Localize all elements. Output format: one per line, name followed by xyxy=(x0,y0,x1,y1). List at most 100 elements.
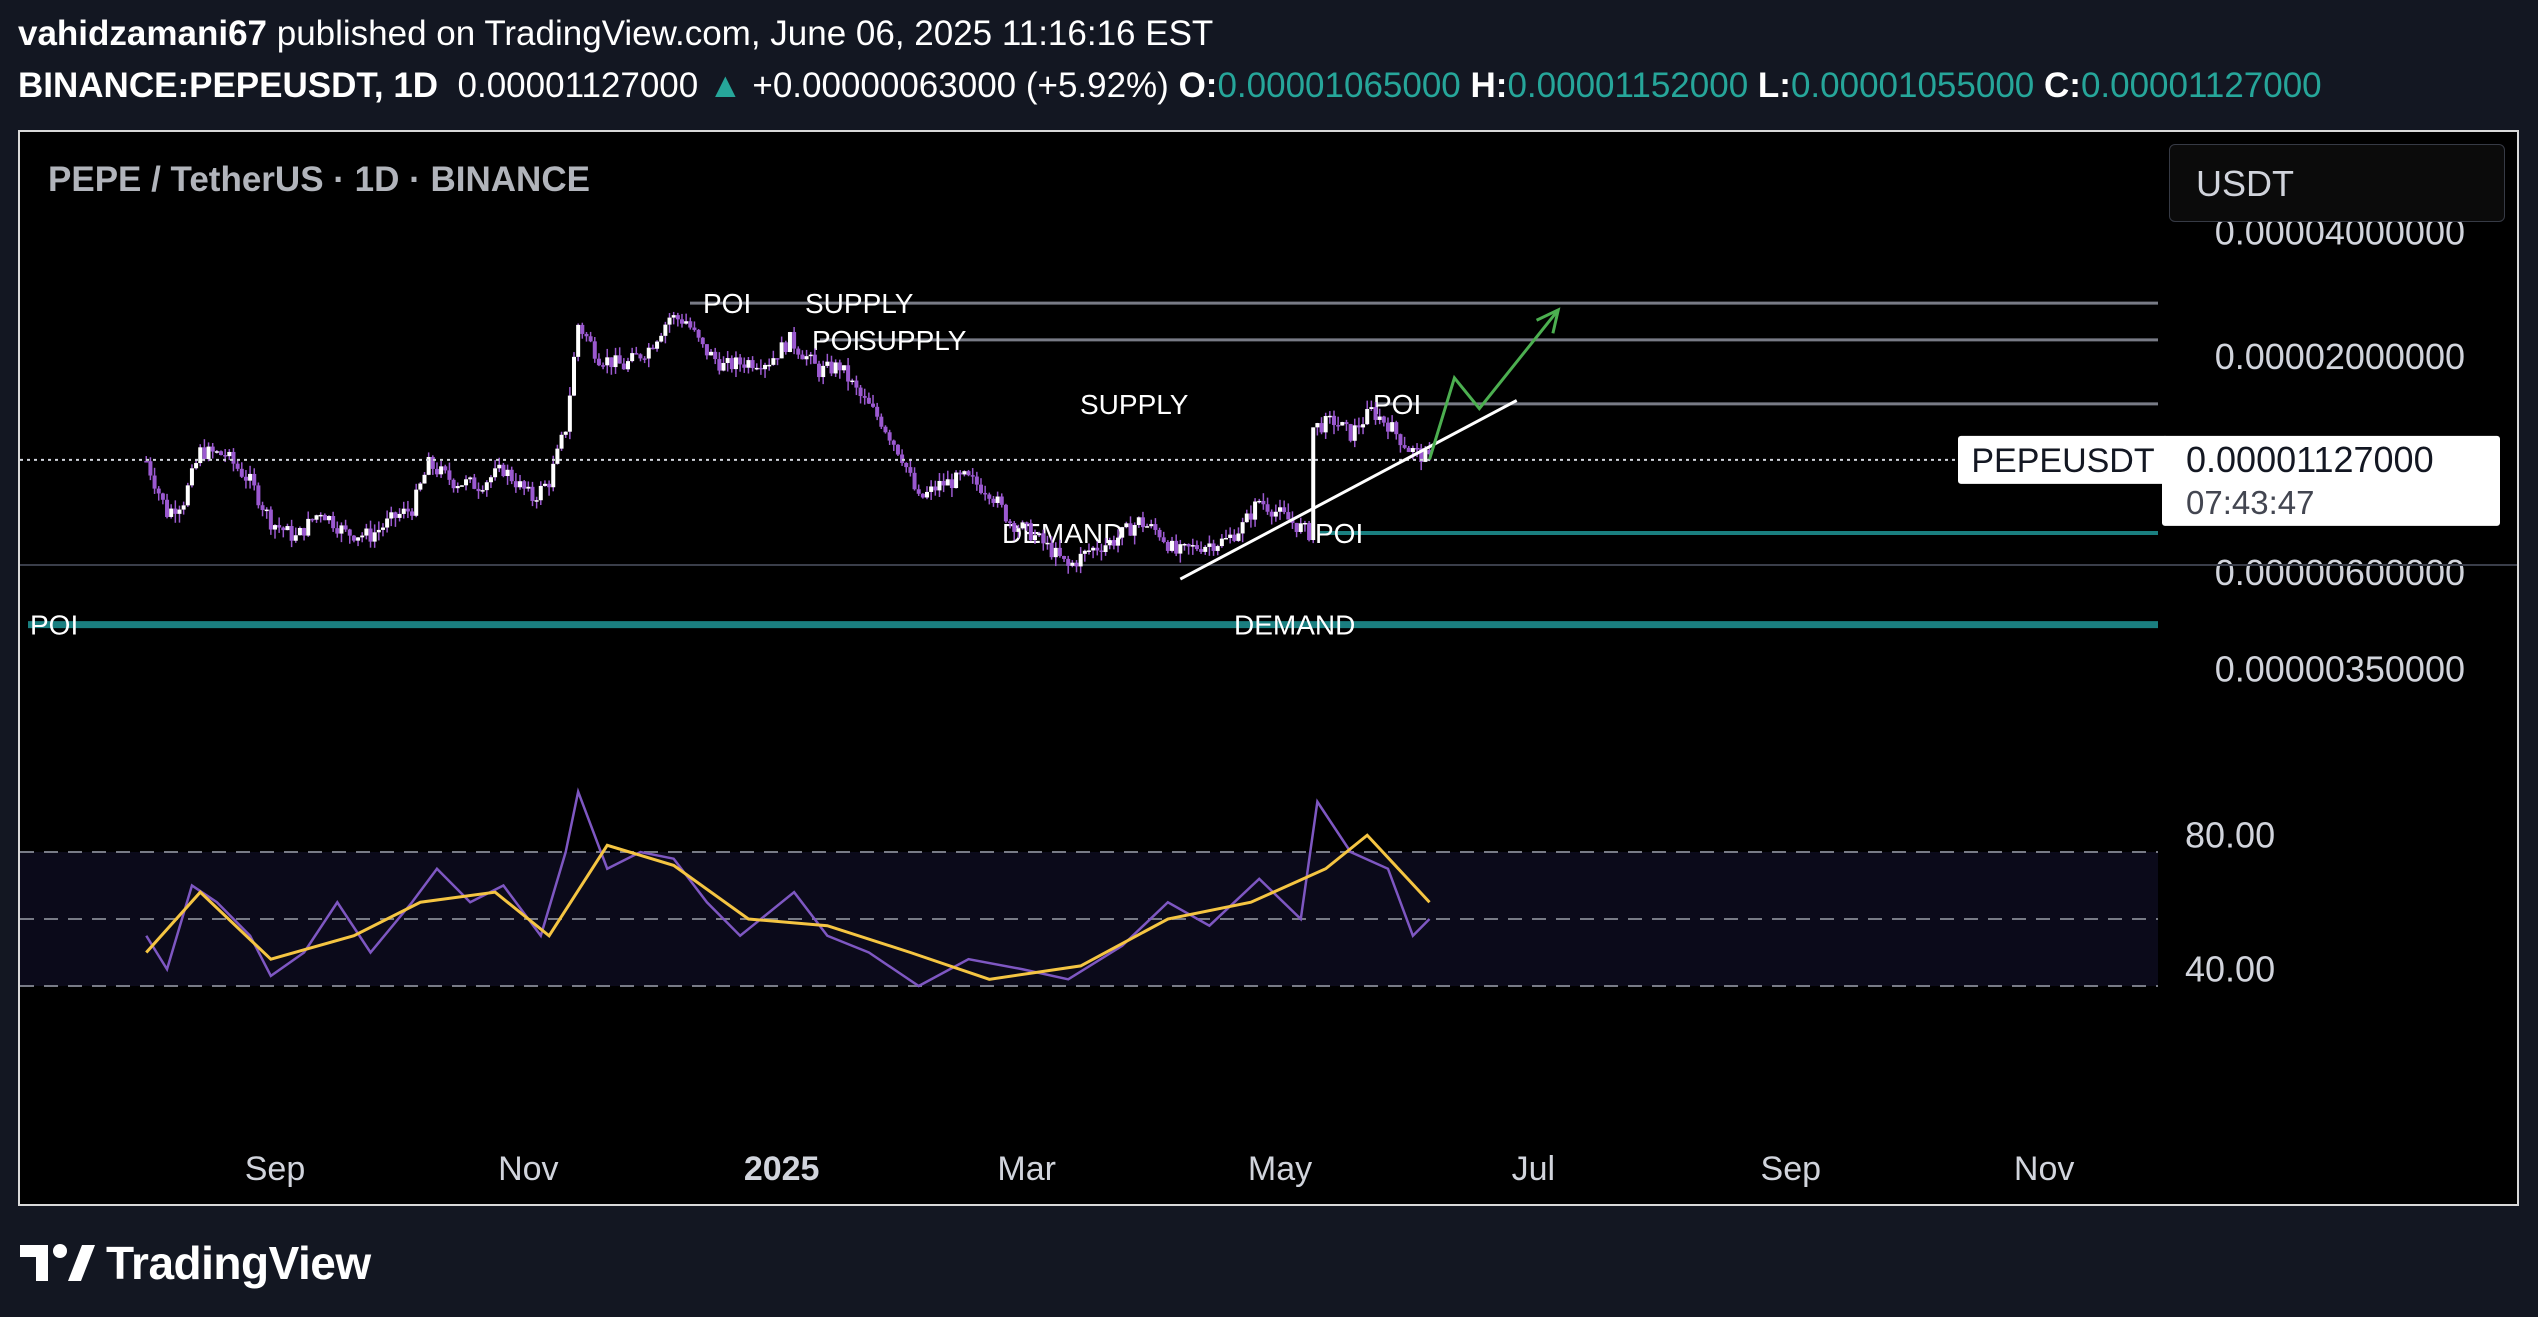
candle-body xyxy=(758,367,763,370)
rsi-axis-label: 80.00 xyxy=(2185,814,2275,855)
candle-body xyxy=(970,475,975,477)
candle-body xyxy=(314,515,319,520)
candle-body xyxy=(1190,545,1195,547)
candle-body xyxy=(310,518,315,521)
supply-label: SUPPLY xyxy=(858,325,967,356)
candle-body xyxy=(941,480,946,486)
candle-body xyxy=(796,348,801,355)
candle-body xyxy=(181,505,186,510)
candle-body xyxy=(1327,415,1332,418)
candle-body xyxy=(1340,422,1345,426)
candle-body xyxy=(1161,537,1166,542)
candle-body xyxy=(567,395,572,432)
candle-body xyxy=(177,509,182,514)
candle-body xyxy=(767,364,772,367)
candle-body xyxy=(1336,425,1341,427)
candle-body xyxy=(1273,511,1278,517)
candle-body xyxy=(945,479,950,486)
candle-body xyxy=(829,361,834,374)
candle-body xyxy=(480,490,485,492)
candle-body xyxy=(1398,434,1403,446)
candle-body xyxy=(584,333,589,337)
candle-body xyxy=(447,470,452,480)
candle-body xyxy=(1348,424,1353,441)
candle-body xyxy=(592,341,597,359)
chart-symbol-title: PEPE / TetherUS · 1D · BINANCE xyxy=(48,160,590,199)
candle-body xyxy=(1182,543,1187,546)
supply-label: SUPPLY xyxy=(1080,389,1189,420)
candle-body xyxy=(949,479,954,489)
last-price: 0.00001127000 xyxy=(457,66,699,105)
candle-body xyxy=(1219,538,1224,547)
candle-body xyxy=(887,432,892,441)
candle-body xyxy=(1265,504,1270,512)
candle-body xyxy=(214,451,219,453)
candle-body xyxy=(779,342,784,359)
candle-body xyxy=(792,332,797,349)
candle-body xyxy=(854,380,859,388)
poi-label: POI xyxy=(1373,389,1421,420)
candle-body xyxy=(339,525,344,534)
currency-selector[interactable]: USDT xyxy=(2169,144,2505,222)
candle-body xyxy=(347,529,352,536)
time-axis-label: Jul xyxy=(1512,1150,1555,1188)
candle-body xyxy=(1248,513,1253,520)
candle-body xyxy=(954,472,959,489)
candle-body xyxy=(160,493,165,500)
candle-body xyxy=(563,431,568,435)
candle-body xyxy=(526,486,531,489)
candle-body xyxy=(978,484,983,493)
candle-body xyxy=(331,516,336,529)
candle-body xyxy=(1211,543,1216,551)
candle-body xyxy=(422,474,427,484)
candle-body xyxy=(733,357,738,370)
close-value: 0.00001127000 xyxy=(2080,66,2322,105)
projection-path xyxy=(1428,308,1560,460)
candle-body xyxy=(1377,416,1382,420)
candle-body xyxy=(958,472,963,475)
candle-body xyxy=(1174,540,1179,554)
author-name[interactable]: vahidzamani67 xyxy=(18,14,267,53)
price-axis-label: 0.00002000000 xyxy=(2215,336,2465,377)
candle-body xyxy=(1178,544,1183,554)
poi-label: POI xyxy=(812,325,860,356)
candle-body xyxy=(738,357,743,365)
candle-body xyxy=(1099,550,1104,553)
candle-body xyxy=(185,485,190,506)
candle-body xyxy=(430,456,435,469)
candle-body xyxy=(194,463,199,469)
candle-body xyxy=(821,365,826,378)
candle-body xyxy=(380,527,385,530)
candle-body xyxy=(1385,422,1390,432)
candle-body xyxy=(289,526,294,541)
candle-body xyxy=(1153,524,1158,530)
symbol-label: BINANCE:PEPEUSDT, 1D xyxy=(18,66,439,105)
candle-body xyxy=(933,486,938,491)
candle-body xyxy=(297,528,302,536)
candle-body xyxy=(202,447,207,460)
candle-body xyxy=(866,397,871,404)
publish-text: published on TradingView.com, June 06, 2… xyxy=(276,14,1214,53)
candle-body xyxy=(1410,448,1415,452)
price-tag-bg xyxy=(2162,435,2500,526)
candle-body xyxy=(1232,534,1237,541)
candle-body xyxy=(1128,523,1133,536)
candle-body xyxy=(360,535,365,538)
demand-label: DEMAND xyxy=(1234,610,1355,641)
candle-body xyxy=(219,451,224,456)
tradingview-logo[interactable]: TradingView xyxy=(18,1236,371,1290)
candle-body xyxy=(634,353,639,355)
candle-body xyxy=(1307,522,1312,541)
candle-body xyxy=(1352,425,1357,441)
chart-frame[interactable]: 0.000080000000.000040000000.000020000000… xyxy=(18,130,2519,1206)
chart-canvas[interactable]: 0.000080000000.000040000000.000020000000… xyxy=(20,132,2517,1204)
time-axis-label: Sep xyxy=(1761,1150,1822,1188)
candle-body xyxy=(1406,447,1411,452)
candle-body xyxy=(1419,448,1424,462)
candle-body xyxy=(987,494,992,499)
candle-body xyxy=(650,347,655,350)
candle-body xyxy=(1149,524,1154,527)
candle-body xyxy=(696,329,701,338)
candle-body xyxy=(742,364,747,368)
up-arrow-icon: ▲ xyxy=(707,66,743,105)
